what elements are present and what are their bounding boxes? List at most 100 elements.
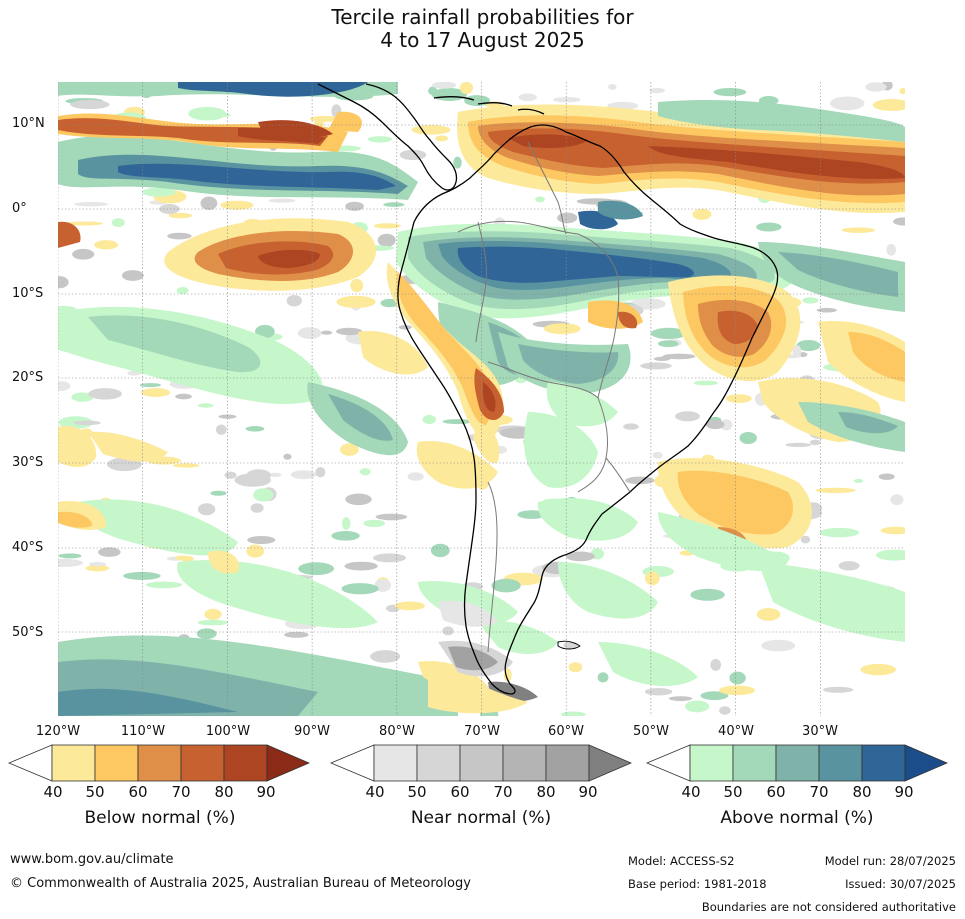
colorbar-lower-extension (646, 744, 691, 782)
lat-label: 30°S (12, 455, 44, 470)
speckle-patch (422, 414, 437, 425)
speckle-patch (668, 696, 693, 701)
speckle-patch (886, 243, 897, 256)
speckle-patch (878, 473, 895, 480)
colorbar-tick: 60 (128, 783, 148, 801)
speckle-patch (336, 295, 376, 308)
speckle-patch (652, 451, 663, 459)
speckle-patch (662, 353, 696, 360)
speckle-patch (865, 82, 887, 92)
lon-label: 80°W (379, 724, 415, 739)
colorbar-tick: 50 (85, 783, 105, 801)
speckle-patch (816, 307, 837, 313)
speckle-patch (644, 688, 673, 696)
speckle-patch (375, 513, 408, 521)
amazon-above-normal (396, 200, 794, 427)
speckle-patch (623, 423, 639, 430)
speckle-patch (491, 578, 521, 593)
speckle-patch (819, 527, 860, 538)
lat-label: 10°S (12, 286, 44, 301)
speckle-patch (345, 493, 372, 506)
speckle-patch (383, 202, 405, 207)
speckle-patch (269, 472, 282, 477)
speckle-patch (809, 439, 821, 446)
colorbar-segment (94, 744, 139, 782)
speckle-patch (345, 201, 364, 211)
website-link[interactable]: www.bom.gov.au/climate (10, 852, 174, 867)
speckle-patch (890, 494, 904, 506)
speckle-patch (350, 278, 364, 293)
speckle-patch (430, 543, 450, 558)
speckle-patch (297, 327, 322, 339)
speckle-patch (557, 212, 578, 224)
atlantic-above-normal (418, 100, 905, 687)
speckle-patch (159, 204, 180, 214)
speckle-patch (650, 327, 687, 339)
speckle-patch (518, 93, 537, 102)
colorbar-segment (180, 744, 225, 782)
speckle-patch (73, 202, 109, 207)
speckle-patch (89, 562, 107, 567)
lat-label: 20°S (12, 370, 44, 385)
speckle-patch (725, 394, 752, 403)
colorbar-segment (373, 744, 418, 782)
speckle-patch (640, 362, 672, 370)
colorbar-tick: 90 (894, 783, 914, 801)
speckle-patch (568, 662, 583, 673)
speckle-patch (58, 553, 82, 559)
lat-label: 40°S (12, 540, 44, 555)
colorbar-tick: 40 (365, 783, 385, 801)
speckle-patch (341, 583, 379, 595)
south-america-coastline (397, 124, 779, 695)
speckle-patch (710, 658, 721, 671)
speckle-patch (194, 112, 231, 118)
speckle-patch (658, 340, 679, 348)
speckle-patch (168, 212, 193, 219)
speckle-patch (197, 619, 228, 626)
speckle-patch (428, 86, 438, 95)
speckle-patch (197, 503, 216, 516)
speckle-patch (139, 383, 161, 388)
speckle-patch (829, 96, 865, 111)
colorbar-segment (545, 744, 590, 782)
speckle-patch (398, 325, 412, 330)
speckle-patch (85, 565, 110, 572)
colorbar-tick: 60 (450, 783, 470, 801)
colorbar-upper-extension (904, 744, 948, 782)
below-normal-title: Below normal (%) (84, 808, 236, 828)
speckle-patch (761, 639, 796, 652)
speckle-patch (693, 380, 718, 386)
brazil-below-normal (588, 275, 905, 549)
speckle-patch (111, 218, 125, 228)
speckle-patch (320, 330, 333, 335)
speckle-patch (123, 571, 161, 580)
speckle-patch (860, 663, 896, 676)
speckle-patch (880, 526, 905, 535)
colorbar-segment (775, 744, 820, 782)
colorbar-tick: 80 (536, 783, 556, 801)
speckle-patch (377, 233, 396, 247)
colorbar-segment (459, 744, 504, 782)
colorbar-tick: 40 (43, 783, 63, 801)
speckle-patch (729, 671, 746, 685)
colorbar-tick: 50 (723, 783, 743, 801)
caribbean-islands (433, 96, 545, 115)
speckle-patch (785, 442, 812, 447)
speckle-patch (245, 426, 265, 432)
colorbar-segment (732, 744, 777, 782)
lon-label: 70°W (464, 724, 500, 739)
colorbar-segment (137, 744, 182, 782)
near-normal-title: Near normal (%) (410, 808, 552, 828)
speckle-patch (692, 208, 712, 220)
speckle-patch (685, 700, 710, 713)
colorbar-tick: 70 (493, 783, 513, 801)
colorbar-segment (689, 744, 734, 782)
speckle-patch (625, 476, 655, 485)
speckle-patch (200, 196, 218, 210)
speckle-patch (309, 115, 340, 122)
pacific-yellow-patches (58, 331, 488, 692)
speckle-patch (394, 601, 425, 611)
speckle-patch (141, 388, 171, 397)
speckle-patch (246, 469, 271, 482)
speckle-patch (331, 531, 360, 541)
